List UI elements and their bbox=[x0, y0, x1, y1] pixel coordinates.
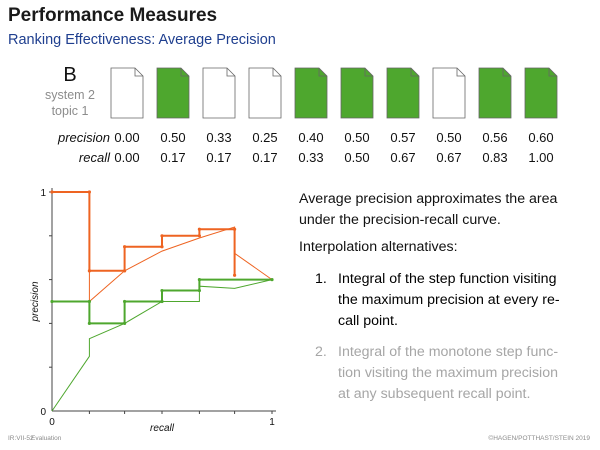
document-fold bbox=[364, 68, 373, 77]
recall-value: 0.67 bbox=[436, 150, 462, 165]
precision-recall-chart: 0 1 0 1 recall precision bbox=[30, 188, 276, 434]
list-item-line: call point. bbox=[338, 313, 398, 329]
precision-value: 0.33 bbox=[206, 130, 232, 145]
series-2-point bbox=[160, 288, 164, 293]
system-label: B bbox=[63, 64, 77, 86]
series-0-point bbox=[197, 234, 201, 238]
relevant-document-icon bbox=[156, 67, 190, 119]
document-fold bbox=[226, 68, 235, 77]
series-2-point bbox=[197, 278, 201, 282]
nonrelevant-document-icon bbox=[202, 67, 236, 119]
recall-value: 0.83 bbox=[482, 150, 508, 165]
series-0-point bbox=[160, 245, 164, 249]
series-3-line-line bbox=[51, 279, 273, 412]
document-fold bbox=[502, 68, 511, 77]
recall-value: 0.50 bbox=[344, 150, 370, 165]
list-item-line: tion visiting the maximum precision bbox=[338, 365, 558, 381]
document-fold bbox=[318, 68, 327, 77]
recall-value: 1.00 bbox=[528, 150, 554, 165]
series-0-step-line bbox=[52, 191, 236, 276]
precision-value: 0.40 bbox=[298, 130, 324, 145]
precision-value: 0.50 bbox=[160, 130, 186, 145]
relevant-document-icon bbox=[340, 67, 374, 119]
series-0-point bbox=[160, 234, 164, 238]
page-subtitle: Ranking Effectiveness: Average Precision bbox=[8, 32, 276, 48]
recall-value: 0.17 bbox=[160, 150, 186, 165]
precision-row-label: precision bbox=[57, 130, 110, 145]
y-tick-label: 1 bbox=[40, 188, 46, 199]
series-1-line-line bbox=[52, 191, 273, 303]
document-fold bbox=[180, 68, 189, 77]
list-item-line: the maximum precision at every re- bbox=[338, 292, 560, 308]
page-title: Performance Measures bbox=[8, 5, 218, 26]
series-2-point bbox=[87, 299, 91, 304]
precision-value: 0.00 bbox=[114, 130, 140, 145]
nonrelevant-document-icon bbox=[110, 67, 144, 119]
list-item-line: at any subsequent recall point. bbox=[338, 386, 531, 402]
series-2-point bbox=[123, 299, 127, 304]
document-fold bbox=[456, 68, 465, 77]
series-0-point bbox=[233, 273, 237, 277]
relevant-document-icon bbox=[294, 67, 328, 119]
precision-value: 0.56 bbox=[482, 130, 508, 145]
precision-value: 0.60 bbox=[528, 130, 554, 145]
list-item-line: Integral of the monotone step func- bbox=[338, 344, 559, 360]
x-axis-label: recall bbox=[150, 423, 175, 434]
precision-value: 0.25 bbox=[252, 130, 278, 145]
precision-value: 0.50 bbox=[436, 130, 462, 145]
paragraph-line: Average precision approximates the area bbox=[299, 191, 558, 207]
footer-copyright: ©HAGEN/POTTHAST/STEIN 2019 bbox=[488, 435, 590, 442]
series-2-step-line bbox=[52, 278, 272, 325]
recall-value: 0.33 bbox=[298, 150, 324, 165]
recall-value: 0.67 bbox=[390, 150, 416, 165]
document-fold bbox=[272, 68, 281, 77]
precision-value: 0.57 bbox=[390, 130, 416, 145]
nonrelevant-document-icon bbox=[432, 67, 466, 119]
document-fold bbox=[134, 68, 143, 77]
relevant-document-icon bbox=[386, 67, 420, 119]
nonrelevant-document-icon bbox=[248, 67, 282, 119]
series-2-point bbox=[87, 321, 91, 325]
series-2-point bbox=[50, 299, 54, 304]
list-number: 1. bbox=[315, 271, 327, 287]
y-axis-label: precision bbox=[30, 281, 41, 322]
list-number: 2. bbox=[315, 344, 327, 360]
recall-value: 0.17 bbox=[252, 150, 278, 165]
system-sub1: system 2 bbox=[44, 88, 95, 102]
x-tick-label: 1 bbox=[269, 417, 275, 428]
document-ranking bbox=[110, 67, 558, 119]
document-fold bbox=[410, 68, 419, 77]
recall-row-label: recall bbox=[78, 150, 110, 165]
document-fold bbox=[548, 68, 557, 77]
relevant-document-icon bbox=[478, 67, 512, 119]
footer-slide-id: IR:VII-52 bbox=[8, 435, 34, 442]
paragraph-line: under the precision-recall curve. bbox=[299, 212, 501, 228]
list-item-line: Integral of the step function visiting bbox=[338, 271, 557, 287]
recall-value: 0.17 bbox=[206, 150, 232, 165]
relevant-document-icon bbox=[524, 67, 558, 119]
series-0-point bbox=[197, 227, 201, 231]
system-sub2: topic 1 bbox=[51, 104, 89, 118]
recall-value: 0.00 bbox=[114, 150, 140, 165]
interpolation-heading: Interpolation alternatives: bbox=[299, 239, 458, 255]
footer-section: Evaluation bbox=[31, 435, 62, 442]
x-tick-label: 0 bbox=[49, 417, 55, 428]
y-tick-label: 0 bbox=[40, 407, 46, 418]
precision-value: 0.50 bbox=[344, 130, 370, 145]
series-0-point bbox=[123, 245, 127, 249]
